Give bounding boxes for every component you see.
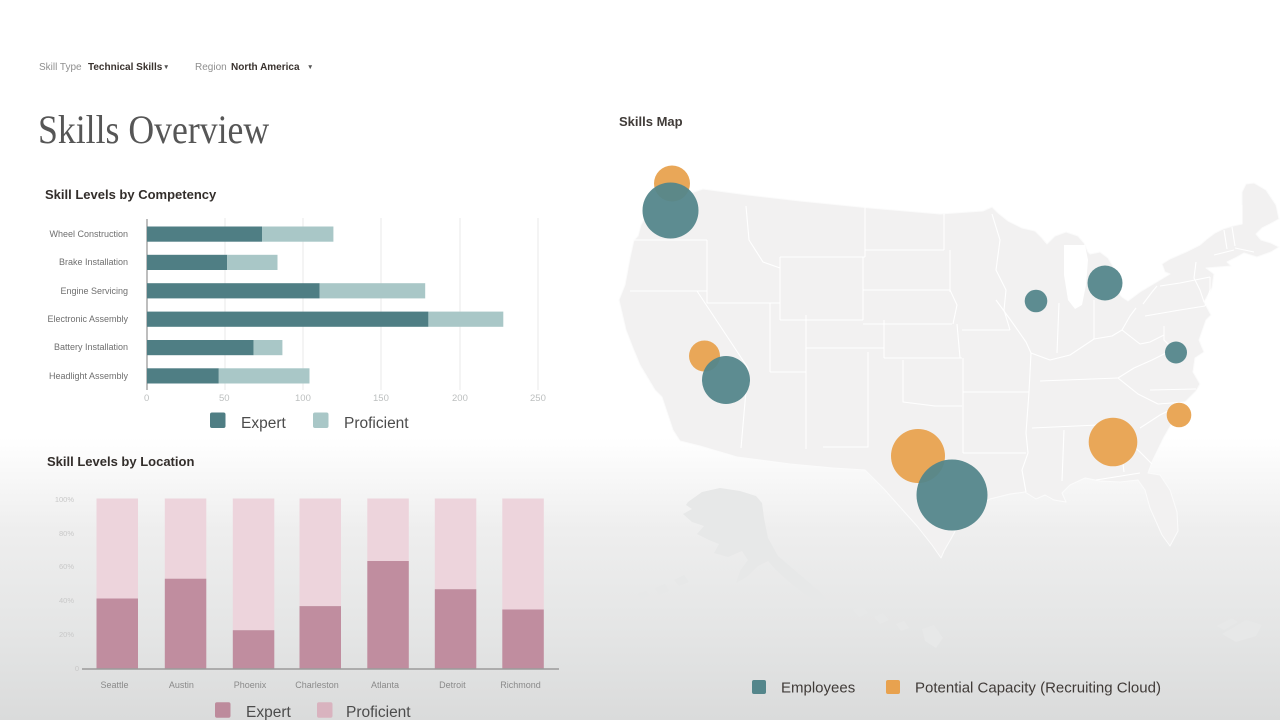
svg-text:80%: 80%: [59, 529, 74, 538]
svg-text:40%: 40%: [59, 596, 74, 605]
svg-text:Expert: Expert: [241, 415, 286, 432]
svg-text:Proficient: Proficient: [344, 415, 409, 432]
svg-text:20%: 20%: [59, 630, 74, 639]
svg-text:Employees: Employees: [781, 680, 855, 697]
svg-text:Battery Installation: Battery Installation: [54, 342, 128, 352]
svg-text:100%: 100%: [55, 495, 75, 504]
svg-text:Richmond: Richmond: [500, 680, 541, 690]
svg-text:0: 0: [144, 393, 149, 404]
svg-text:Wheel Construction: Wheel Construction: [49, 229, 128, 239]
svg-text:250: 250: [530, 393, 546, 404]
svg-text:Charleston: Charleston: [295, 680, 339, 690]
svg-text:50: 50: [219, 393, 230, 404]
svg-text:60%: 60%: [59, 562, 74, 571]
svg-text:200: 200: [452, 393, 468, 404]
svg-text:100: 100: [295, 393, 311, 404]
svg-text:Proficient: Proficient: [346, 704, 411, 720]
svg-text:Seattle: Seattle: [100, 680, 128, 690]
svg-text:Headlight Assembly: Headlight Assembly: [49, 371, 129, 381]
svg-text:Engine Servicing: Engine Servicing: [60, 286, 128, 296]
svg-text:Brake Installation: Brake Installation: [59, 257, 128, 267]
svg-text:150: 150: [373, 393, 389, 404]
svg-text:Potential Capacity (Recruiting: Potential Capacity (Recruiting Cloud): [915, 680, 1161, 697]
svg-text:Electronic Assembly: Electronic Assembly: [47, 314, 128, 324]
svg-text:Detroit: Detroit: [439, 680, 466, 690]
svg-text:Austin: Austin: [169, 680, 194, 690]
svg-text:Atlanta: Atlanta: [371, 680, 399, 690]
svg-text:Phoenix: Phoenix: [234, 680, 267, 690]
svg-text:Expert: Expert: [246, 704, 291, 720]
svg-text:0: 0: [75, 664, 79, 673]
